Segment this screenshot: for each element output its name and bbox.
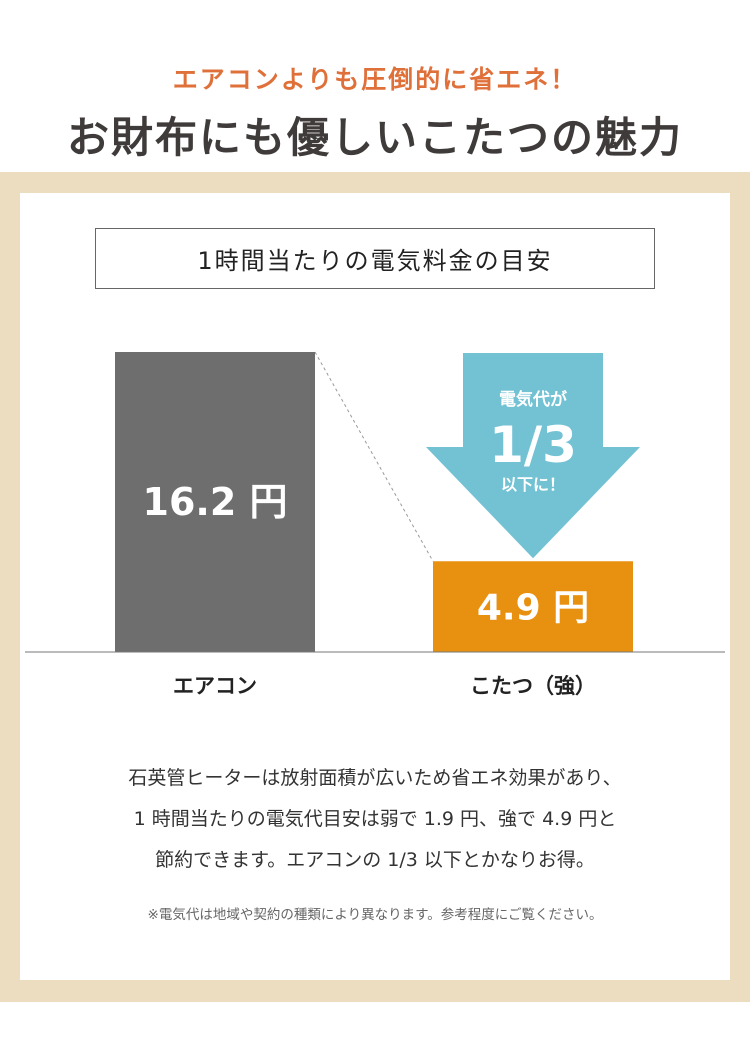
arrow-text-line1: 電気代が xyxy=(499,389,567,410)
data-label-aircon: 16.2 円 xyxy=(143,480,288,524)
bar-aircon xyxy=(115,352,315,652)
description: 石英管ヒーターは放射面積が広いため省エネ効果があり、 1 時間当たりの電気代目安… xyxy=(0,758,750,881)
arrow-text-ratio: 1/3 xyxy=(489,416,577,474)
description-line: 1 時間当たりの電気代目安は弱で 1.9 円、強で 4.9 円と xyxy=(133,808,617,830)
chart-title: 1時間当たりの電気料金の目安 xyxy=(95,228,655,289)
description-line: 石英管ヒーターは放射面積が広いため省エネ効果があり、 xyxy=(128,767,622,789)
description-line: 節約できます。エアコンの 1/3 以下とかなりお得。 xyxy=(155,849,595,871)
footnote: ※電気代は地域や契約の種類により異なります。参考程度にご覧ください。 xyxy=(147,907,603,923)
bar-chart: 電気代が 1/3 以下に！ 16.2 円 4.9 円 エアコン こたつ（強） xyxy=(25,351,725,698)
bar-kotatsu xyxy=(433,561,633,652)
category-label-kotatsu: こたつ（強） xyxy=(470,674,596,698)
connector-dashed-line xyxy=(314,351,434,562)
data-label-kotatsu: 4.9 円 xyxy=(477,588,589,629)
arrow-text-line3: 以下に！ xyxy=(501,475,565,494)
subtitle: エアコンよりも圧倒的に省エネ！ xyxy=(172,65,578,94)
down-arrow-icon xyxy=(426,353,640,559)
category-label-aircon: エアコン xyxy=(173,674,257,698)
page-title: お財布にも優しいこたつの魅力 xyxy=(66,113,683,162)
